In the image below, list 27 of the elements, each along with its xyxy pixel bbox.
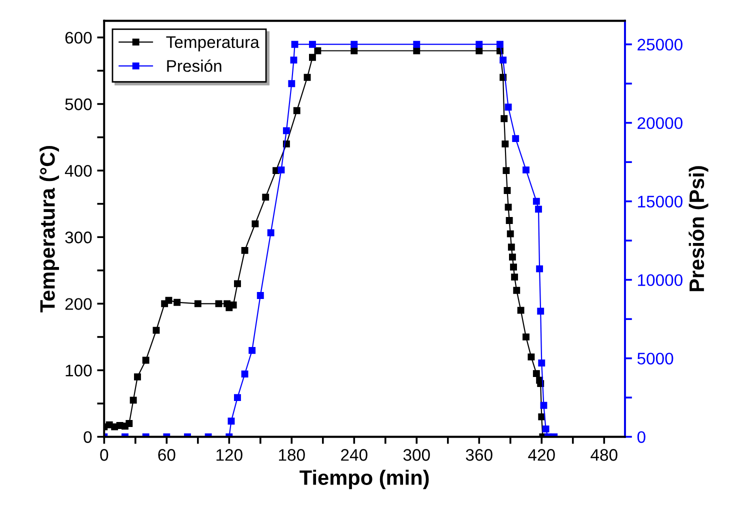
x-tick-label: 480 — [590, 449, 618, 461]
x-tick-label: 120 — [216, 449, 242, 461]
legend-label: Presión — [167, 59, 222, 72]
x-tick-label: 420 — [528, 449, 555, 461]
x-tick-label: 300 — [403, 449, 430, 461]
x-tick-label: 360 — [466, 449, 492, 461]
y-tick-label: 400 — [64, 164, 92, 177]
y-axis-title: Temperatura (°C) — [40, 146, 59, 312]
y2-tick-label: 25000 — [638, 38, 682, 51]
x-tick-label: 240 — [341, 449, 368, 461]
y-tick-label: 0 — [84, 431, 92, 444]
y2-axis-title: Presión (Psi) — [688, 166, 708, 292]
legend-label: Temperatura — [166, 36, 260, 52]
y-tick-label: 300 — [65, 232, 92, 244]
y2-tick-label: 0 — [637, 431, 646, 444]
y2-tick-label: 20000 — [638, 117, 682, 130]
y-tick-label: 200 — [65, 298, 92, 310]
y-tick-label: 600 — [65, 32, 92, 44]
y2-tick-label: 10000 — [638, 274, 682, 286]
y-tick-label: 100 — [66, 364, 92, 376]
y-tick-label: 500 — [65, 98, 92, 110]
y2-tick-label: 5000 — [637, 352, 674, 365]
x-tick-label: 0 — [100, 449, 108, 461]
x-tick-label: 60 — [158, 449, 176, 461]
x-tick-label: 180 — [279, 449, 305, 461]
x-axis-title: Tiempo (min) — [300, 470, 429, 490]
y2-tick-label: 15000 — [638, 196, 682, 208]
